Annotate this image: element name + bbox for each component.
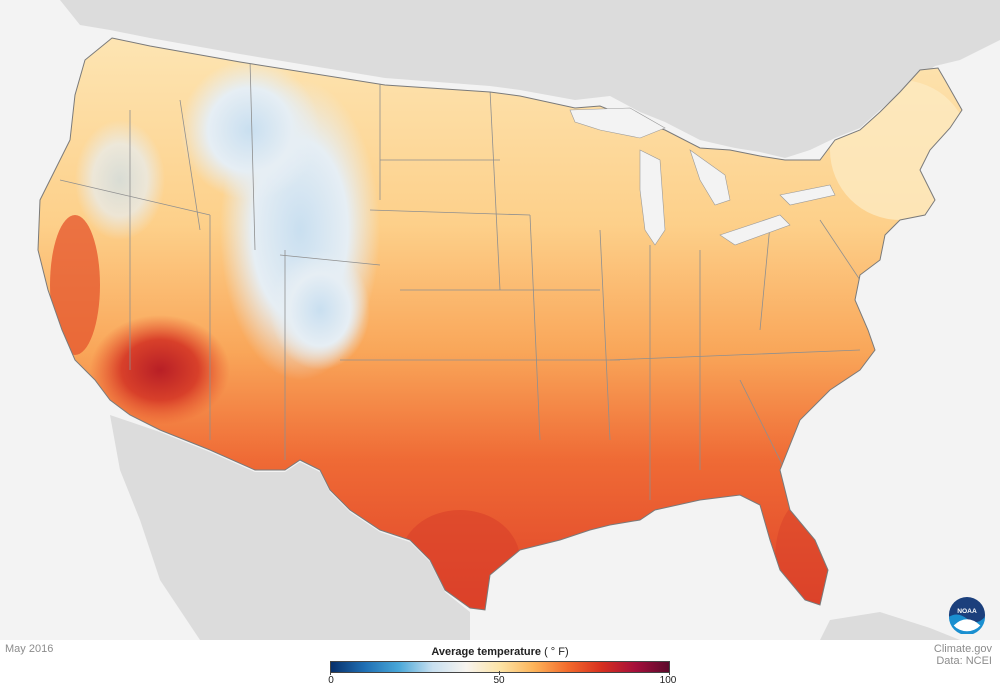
colorbar-tick-min: 0 bbox=[328, 675, 334, 686]
colorbar-tickmark-min bbox=[330, 671, 331, 675]
legend-title-row: Average temperature ( ° F) bbox=[0, 646, 1000, 658]
great-lakes bbox=[569, 107, 836, 246]
credit-data: Data: NCEI bbox=[936, 655, 992, 667]
credit-site: Climate.gov bbox=[933, 643, 992, 655]
cuba-landmass bbox=[820, 612, 960, 640]
colorbar-tick-mid: 50 bbox=[493, 675, 505, 686]
map-date: May 2016 bbox=[5, 643, 54, 655]
legend-title: Average temperature bbox=[431, 646, 541, 658]
state-boundaries bbox=[59, 59, 861, 500]
colorbar-tickmark-mid bbox=[499, 671, 500, 675]
noaa-logo-icon: NOAA bbox=[948, 596, 986, 634]
legend-unit: ( ° F) bbox=[544, 646, 569, 658]
us-outline bbox=[37, 37, 963, 611]
legend-footer: May 2016 Average temperature ( ° F) 0 50… bbox=[0, 640, 1000, 690]
canada-landmass bbox=[60, 0, 1000, 158]
temperature-colorbar bbox=[330, 661, 670, 673]
mexico-landmass bbox=[110, 415, 470, 640]
colorbar-tickmark-max bbox=[669, 671, 670, 675]
us-temperature-map bbox=[0, 0, 1000, 640]
colorbar-tick-max: 100 bbox=[659, 675, 677, 686]
noaa-logo-text: NOAA bbox=[957, 608, 977, 615]
